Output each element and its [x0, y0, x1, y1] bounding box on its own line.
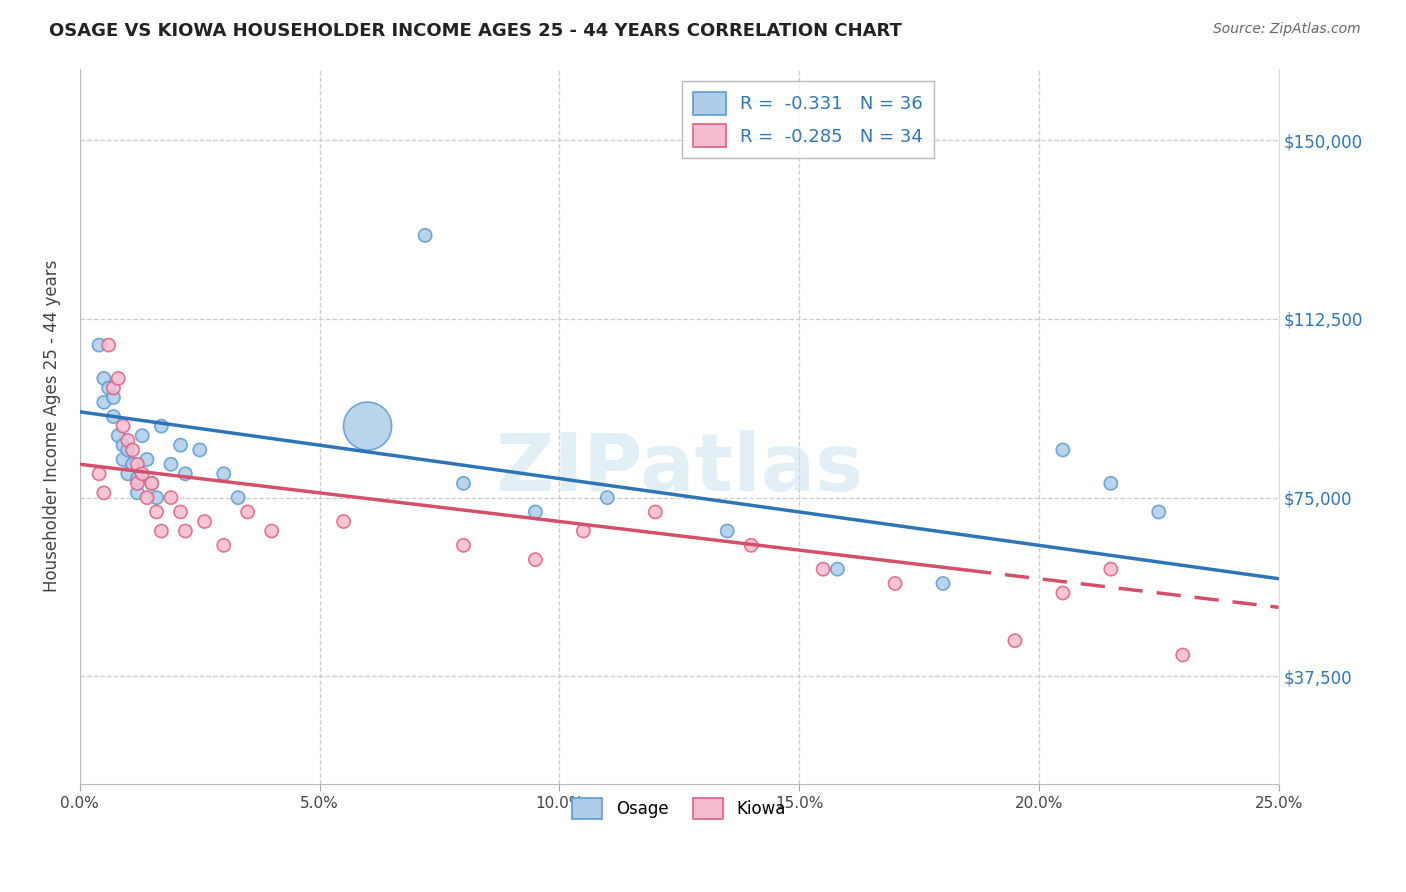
Point [117, 442, 139, 457]
Point [1099, 476, 1122, 491]
Point [716, 524, 738, 538]
Text: OSAGE VS KIOWA HOUSEHOLDER INCOME AGES 25 - 44 YEARS CORRELATION CHART: OSAGE VS KIOWA HOUSEHOLDER INCOME AGES 2… [49, 22, 903, 40]
Point [103, 391, 125, 405]
Point [127, 476, 149, 491]
Point [112, 419, 135, 434]
Point [150, 419, 173, 434]
Point [112, 438, 135, 452]
Point [1004, 633, 1026, 648]
Point [740, 538, 762, 552]
Point [160, 491, 183, 505]
Point [141, 476, 163, 491]
Point [93, 486, 115, 500]
Point [131, 467, 153, 481]
Point [97, 381, 120, 395]
Point [413, 228, 436, 243]
Point [131, 428, 153, 442]
Point [117, 434, 139, 448]
Point [1171, 648, 1194, 662]
Point [932, 576, 955, 591]
Point [212, 538, 235, 552]
Point [107, 428, 129, 442]
Point [121, 457, 143, 471]
Point [117, 467, 139, 481]
Point [212, 467, 235, 481]
Point [193, 515, 215, 529]
Point [1147, 505, 1170, 519]
Point [596, 491, 619, 505]
Point [145, 491, 167, 505]
Point [174, 467, 197, 481]
Point [236, 505, 259, 519]
Text: ZIPatlas: ZIPatlas [495, 430, 863, 508]
Point [145, 505, 167, 519]
Point [827, 562, 849, 576]
Point [121, 442, 143, 457]
Point [1099, 562, 1122, 576]
Point [127, 486, 149, 500]
Point [1052, 442, 1074, 457]
Point [127, 472, 149, 486]
Point [141, 476, 163, 491]
Point [884, 576, 907, 591]
Point [811, 562, 834, 576]
Point [169, 438, 191, 452]
Point [107, 371, 129, 385]
Point [160, 457, 183, 471]
Point [188, 442, 211, 457]
Point [174, 524, 197, 538]
Point [87, 467, 110, 481]
Point [127, 457, 149, 471]
Point [1052, 586, 1074, 600]
Point [93, 371, 115, 385]
Point [136, 491, 159, 505]
Point [169, 505, 191, 519]
Point [644, 505, 666, 519]
Point [87, 338, 110, 352]
Point [260, 524, 283, 538]
Point [93, 395, 115, 409]
Point [332, 515, 354, 529]
Point [103, 381, 125, 395]
Point [226, 491, 249, 505]
Point [453, 538, 475, 552]
Point [524, 552, 547, 566]
Legend: Osage, Kiowa: Osage, Kiowa [565, 792, 793, 825]
Point [572, 524, 595, 538]
Point [136, 452, 159, 467]
Point [453, 476, 475, 491]
Point [103, 409, 125, 424]
Point [356, 419, 378, 434]
Point [524, 505, 547, 519]
Text: Source: ZipAtlas.com: Source: ZipAtlas.com [1213, 22, 1361, 37]
Y-axis label: Householder Income Ages 25 - 44 years: Householder Income Ages 25 - 44 years [44, 260, 60, 592]
Point [150, 524, 173, 538]
Point [97, 338, 120, 352]
Point [112, 452, 135, 467]
